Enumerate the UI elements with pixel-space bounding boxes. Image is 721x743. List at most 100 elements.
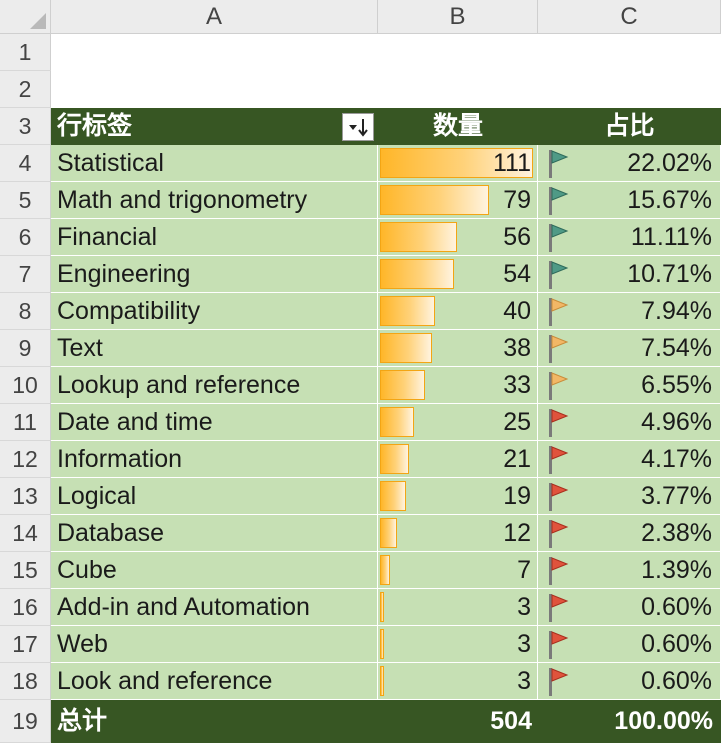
category-cell[interactable]: Web <box>51 626 378 663</box>
row-header-4[interactable]: 4 <box>0 145 51 182</box>
row-header-8[interactable]: 8 <box>0 293 51 330</box>
pivot-data-row: Text 38 7.54% <box>51 330 721 367</box>
category-cell[interactable]: Information <box>51 441 378 478</box>
total-share[interactable]: 100.00% <box>614 707 713 735</box>
count-cell[interactable]: 56 <box>378 219 538 256</box>
category-cell[interactable]: Look and reference <box>51 663 378 700</box>
pivot-header-row: 行标签 数量 占比 <box>51 108 721 145</box>
share-cell[interactable]: 11.11% <box>538 219 721 256</box>
count-value: 56 <box>503 223 531 251</box>
column-header-c[interactable]: C <box>538 0 721 34</box>
row-header-3[interactable]: 3 <box>0 108 51 145</box>
share-cell[interactable]: 3.77% <box>538 478 721 515</box>
count-cell[interactable]: 3 <box>378 663 538 700</box>
share-cell[interactable]: 7.94% <box>538 293 721 330</box>
share-cell[interactable]: 22.02% <box>538 145 721 182</box>
flag-red-icon <box>549 409 569 437</box>
count-cell[interactable]: 54 <box>378 256 538 293</box>
share-cell[interactable]: 1.39% <box>538 552 721 589</box>
share-cell[interactable]: 2.38% <box>538 515 721 552</box>
count-cell[interactable]: 21 <box>378 441 538 478</box>
share-value: 0.60% <box>641 593 712 621</box>
count-cell[interactable]: 25 <box>378 404 538 441</box>
count-cell[interactable]: 7 <box>378 552 538 589</box>
row-header-11[interactable]: 11 <box>0 404 51 441</box>
category-cell[interactable]: Date and time <box>51 404 378 441</box>
select-all-corner[interactable] <box>0 0 51 34</box>
share-cell[interactable]: 6.55% <box>538 367 721 404</box>
flag-yellow-icon <box>549 335 569 363</box>
row-header-16[interactable]: 16 <box>0 589 51 626</box>
pivot-data-row: Information 21 4.17% <box>51 441 721 478</box>
total-count[interactable]: 504 <box>490 707 532 735</box>
category-cell[interactable]: Engineering <box>51 256 378 293</box>
flag-yellow-icon <box>549 372 569 400</box>
share-cell[interactable]: 4.96% <box>538 404 721 441</box>
row-header-19[interactable]: 19 <box>0 700 51 743</box>
count-cell[interactable]: 12 <box>378 515 538 552</box>
share-cell[interactable]: 0.60% <box>538 589 721 626</box>
header-cell-row-labels[interactable]: 行标签 <box>51 108 378 145</box>
row-header-2[interactable]: 2 <box>0 71 51 108</box>
flag-red-icon <box>549 631 569 659</box>
share-cell[interactable]: 0.60% <box>538 663 721 700</box>
column-header-a[interactable]: A <box>51 0 378 34</box>
filter-dropdown-button[interactable] <box>342 113 374 141</box>
data-bar <box>380 666 384 696</box>
count-cell[interactable]: 33 <box>378 367 538 404</box>
count-cell[interactable]: 111 <box>378 145 538 182</box>
row-header-6[interactable]: 6 <box>0 219 51 256</box>
category-cell[interactable]: Text <box>51 330 378 367</box>
category-cell[interactable]: Compatibility <box>51 293 378 330</box>
category-cell[interactable]: Math and trigonometry <box>51 182 378 219</box>
category-cell[interactable]: Cube <box>51 552 378 589</box>
category-cell[interactable]: Lookup and reference <box>51 367 378 404</box>
row-header-5[interactable]: 5 <box>0 182 51 219</box>
share-cell[interactable]: 7.54% <box>538 330 721 367</box>
category-cell[interactable]: Add-in and Automation <box>51 589 378 626</box>
header-cell-count[interactable]: 数量 <box>432 112 483 140</box>
row-header-10[interactable]: 10 <box>0 367 51 404</box>
pivot-data-row: Lookup and reference 33 6.55% <box>51 367 721 404</box>
row-header-17[interactable]: 17 <box>0 626 51 663</box>
row-header-18[interactable]: 18 <box>0 663 51 700</box>
count-cell[interactable]: 79 <box>378 182 538 219</box>
row-header-12[interactable]: 12 <box>0 441 51 478</box>
share-value: 6.55% <box>641 371 712 399</box>
row-header-7[interactable]: 7 <box>0 256 51 293</box>
total-label[interactable]: 总计 <box>57 707 108 735</box>
category-cell[interactable]: Statistical <box>51 145 378 182</box>
count-value: 25 <box>503 408 531 436</box>
count-cell[interactable]: 3 <box>378 626 538 663</box>
share-value: 4.17% <box>641 445 712 473</box>
count-cell[interactable]: 19 <box>378 478 538 515</box>
count-value: 3 <box>517 630 531 658</box>
data-bar <box>380 370 425 400</box>
count-cell[interactable]: 38 <box>378 330 538 367</box>
share-cell[interactable]: 10.71% <box>538 256 721 293</box>
count-value: 3 <box>517 667 531 695</box>
share-cell[interactable]: 4.17% <box>538 441 721 478</box>
category-cell[interactable]: Database <box>51 515 378 552</box>
flag-icon-cell <box>546 260 570 290</box>
share-cell[interactable]: 15.67% <box>538 182 721 219</box>
row-header-9[interactable]: 9 <box>0 330 51 367</box>
count-cell[interactable]: 3 <box>378 589 538 626</box>
data-bar <box>380 481 406 511</box>
category-cell[interactable]: Logical <box>51 478 378 515</box>
header-cell-share[interactable]: 占比 <box>604 112 655 140</box>
row-header-13[interactable]: 13 <box>0 478 51 515</box>
column-header-b[interactable]: B <box>378 0 538 34</box>
row-header-1[interactable]: 1 <box>0 34 51 71</box>
row-header-15[interactable]: 15 <box>0 552 51 589</box>
flag-green-icon <box>549 150 569 178</box>
row-header-14[interactable]: 14 <box>0 515 51 552</box>
share-value: 4.96% <box>641 408 712 436</box>
flag-red-icon <box>549 594 569 622</box>
flag-icon-cell <box>546 297 570 327</box>
category-cell[interactable]: Financial <box>51 219 378 256</box>
share-cell[interactable]: 0.60% <box>538 626 721 663</box>
flag-green-icon <box>549 224 569 252</box>
count-cell[interactable]: 40 <box>378 293 538 330</box>
